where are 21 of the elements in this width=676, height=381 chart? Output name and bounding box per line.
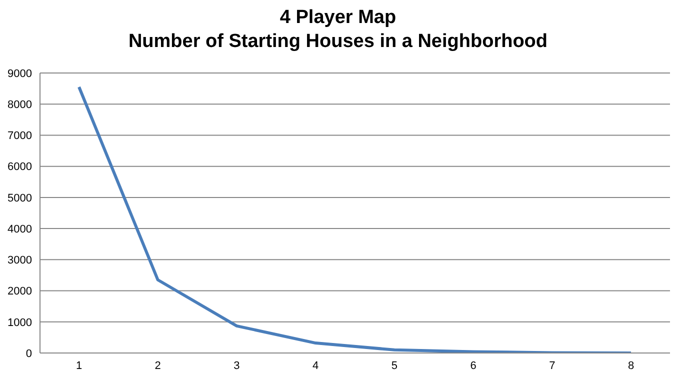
y-tick-label: 1000 <box>8 316 32 329</box>
chart-title: 4 Player Map <box>278 6 398 30</box>
y-tick-label: 3000 <box>8 254 32 267</box>
y-tick-label: 7000 <box>8 130 32 142</box>
y-tick-label: 5000 <box>8 192 32 204</box>
y-tick-label: 9000 <box>8 68 32 80</box>
x-tick-label: 7 <box>549 360 556 372</box>
x-tick-label: 1 <box>76 360 82 372</box>
x-tick-label: 6 <box>470 360 476 372</box>
x-tick-label: 5 <box>391 360 398 372</box>
y-tick-label: 6000 <box>8 161 32 174</box>
x-tick-label: 8 <box>628 360 634 372</box>
y-tick-label: 0 <box>26 348 32 360</box>
y-tick-label: 8000 <box>8 99 32 112</box>
x-tick-label: 3 <box>234 360 240 372</box>
line-series <box>78 86 632 353</box>
chart-subtitle: Number of Starting Houses in a Neighborhood <box>127 30 549 54</box>
x-tick-label: 4 <box>312 360 319 372</box>
y-tick-label: 4000 <box>8 223 32 236</box>
y-tick-label: 2000 <box>8 286 32 298</box>
x-tick-label: 2 <box>154 360 161 372</box>
